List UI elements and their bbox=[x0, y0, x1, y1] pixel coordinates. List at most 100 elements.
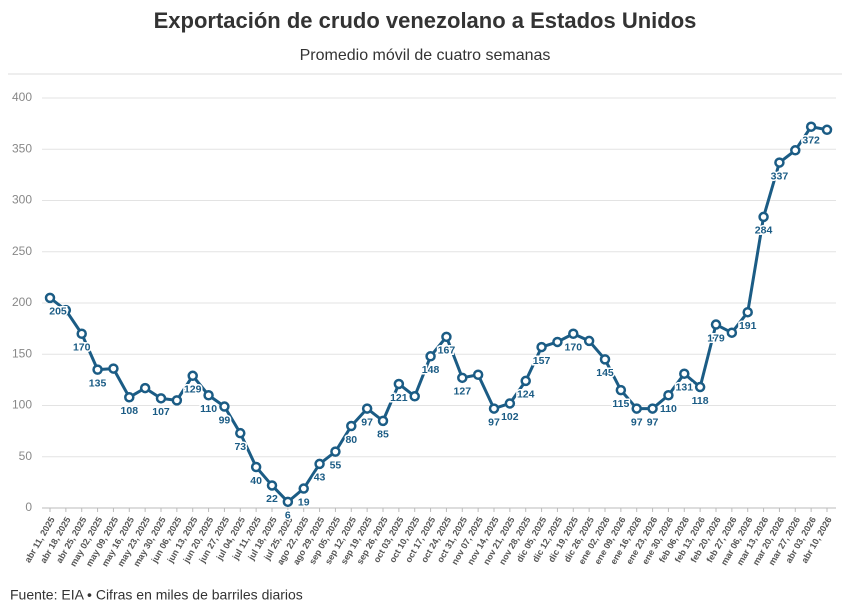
data-point bbox=[663, 390, 674, 401]
data-label: 102 bbox=[501, 411, 519, 423]
data-point bbox=[187, 370, 198, 382]
data-point bbox=[805, 121, 817, 132]
data-point bbox=[790, 145, 801, 156]
data-label: 170 bbox=[73, 342, 91, 354]
data-label: 97 bbox=[488, 416, 500, 428]
data-point bbox=[710, 319, 722, 330]
y-tick-label: 100 bbox=[12, 398, 32, 412]
data-label: 80 bbox=[345, 434, 357, 446]
chart-subtitle: Promedio móvil de cuatro semanas bbox=[300, 47, 551, 64]
data-point bbox=[92, 364, 103, 375]
data-label: 99 bbox=[219, 414, 231, 426]
data-label: 179 bbox=[707, 332, 725, 344]
data-label: 97 bbox=[361, 416, 373, 428]
data-point bbox=[219, 401, 230, 412]
data-point bbox=[330, 446, 341, 457]
data-label: 85 bbox=[377, 429, 389, 441]
data-point bbox=[250, 461, 262, 473]
data-point bbox=[457, 372, 468, 384]
data-point bbox=[568, 328, 579, 339]
data-point bbox=[536, 341, 547, 353]
data-point bbox=[282, 496, 294, 508]
data-point bbox=[552, 336, 563, 348]
data-point bbox=[235, 427, 246, 439]
data-point bbox=[488, 403, 500, 414]
data-point bbox=[361, 403, 373, 414]
data-point bbox=[758, 211, 769, 223]
data-label: 145 bbox=[596, 367, 614, 379]
data-point bbox=[76, 328, 87, 339]
data-point bbox=[726, 327, 738, 338]
data-point bbox=[679, 368, 690, 379]
data-point bbox=[124, 392, 135, 403]
data-label: 127 bbox=[454, 386, 472, 398]
data-point bbox=[647, 403, 658, 414]
y-tick-label: 300 bbox=[12, 193, 32, 207]
data-point bbox=[377, 415, 389, 427]
y-tick-label: 200 bbox=[12, 295, 32, 309]
data-point bbox=[108, 363, 119, 374]
y-tick-label: 350 bbox=[12, 141, 32, 155]
data-label: 148 bbox=[422, 364, 440, 376]
y-tick-label: 50 bbox=[19, 449, 33, 463]
data-label: 97 bbox=[631, 416, 643, 428]
data-point bbox=[425, 351, 436, 362]
data-label: 115 bbox=[612, 398, 629, 410]
data-point bbox=[139, 382, 151, 394]
data-label: 22 bbox=[266, 493, 278, 505]
data-label: 121 bbox=[390, 392, 408, 404]
data-label: 6 bbox=[285, 510, 291, 522]
data-point bbox=[615, 384, 627, 396]
data-label: 110 bbox=[660, 403, 677, 415]
y-tick-label: 150 bbox=[12, 346, 32, 360]
data-point bbox=[60, 304, 72, 316]
data-point bbox=[774, 157, 785, 168]
data-point bbox=[694, 381, 706, 393]
data-point bbox=[821, 124, 833, 136]
chart-title: Exportación de crudo venezolano a Estado… bbox=[154, 8, 697, 33]
data-point bbox=[171, 395, 183, 406]
data-point bbox=[441, 331, 452, 343]
data-point bbox=[155, 393, 167, 404]
data-point bbox=[520, 375, 531, 387]
data-label: 191 bbox=[739, 320, 757, 332]
data-label: 131 bbox=[676, 382, 694, 394]
y-tick-label: 0 bbox=[25, 500, 32, 514]
data-line bbox=[49, 125, 828, 504]
data-point bbox=[583, 335, 595, 347]
data-label: 55 bbox=[330, 459, 342, 471]
data-label: 135 bbox=[89, 377, 107, 389]
data-point bbox=[346, 420, 357, 432]
data-point bbox=[393, 378, 405, 390]
data-label: 43 bbox=[314, 472, 326, 484]
y-tick-label: 250 bbox=[12, 244, 32, 258]
data-label: 73 bbox=[234, 441, 246, 453]
data-label: 97 bbox=[647, 416, 659, 428]
data-point bbox=[599, 354, 611, 365]
data-label: 19 bbox=[298, 496, 310, 508]
data-point bbox=[409, 391, 420, 402]
y-tick-label: 400 bbox=[12, 90, 32, 104]
data-label: 124 bbox=[517, 389, 535, 401]
data-point bbox=[44, 292, 56, 304]
source-note: Fuente: EIA • Cifras en miles de barrile… bbox=[10, 587, 303, 603]
data-label: 205 bbox=[49, 306, 67, 318]
data-point bbox=[266, 480, 278, 491]
data-label: 107 bbox=[152, 406, 170, 418]
data-label: 157 bbox=[533, 355, 551, 367]
data-point bbox=[504, 398, 516, 409]
data-label: 372 bbox=[802, 134, 820, 146]
data-label: 110 bbox=[200, 403, 217, 415]
data-label: 170 bbox=[565, 342, 583, 354]
data-label: 129 bbox=[184, 384, 202, 396]
data-point bbox=[203, 390, 214, 401]
data-label: 40 bbox=[250, 475, 262, 487]
data-point bbox=[472, 369, 484, 380]
data-point bbox=[314, 458, 325, 470]
data-label: 108 bbox=[121, 405, 139, 417]
data-label: 167 bbox=[438, 345, 456, 357]
data-point bbox=[298, 483, 309, 494]
data-label: 284 bbox=[755, 225, 773, 237]
